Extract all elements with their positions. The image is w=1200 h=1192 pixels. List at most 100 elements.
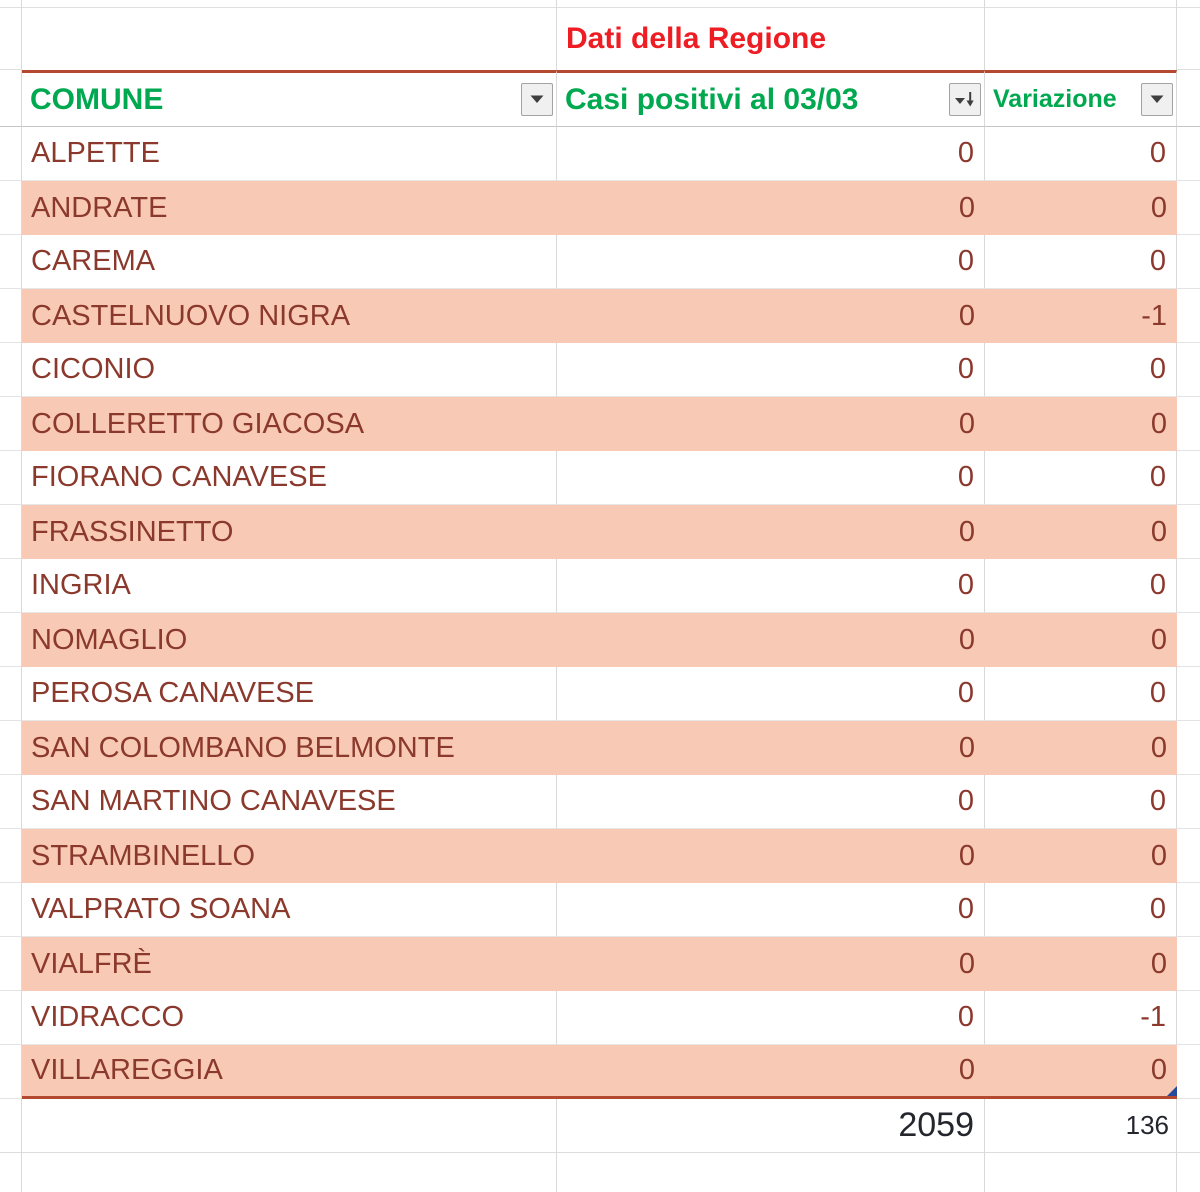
- table-row: NOMAGLIO 0 0: [0, 613, 1200, 667]
- table-row: FIORANO CANAVESE 0 0: [0, 451, 1200, 505]
- cell-comune[interactable]: FIORANO CANAVESE: [22, 451, 557, 505]
- table-row: VIDRACCO 0 -1: [0, 991, 1200, 1045]
- cell-variazione[interactable]: 0: [985, 505, 1177, 559]
- cell-comune[interactable]: SAN MARTINO CANAVESE: [22, 775, 557, 829]
- header-cell-casi[interactable]: Casi positivi al 03/03: [557, 70, 985, 127]
- cell-comune[interactable]: VIDRACCO: [22, 991, 557, 1045]
- cell-comune[interactable]: FRASSINETTO: [22, 505, 557, 559]
- bottom-partial-row: [0, 1153, 1200, 1192]
- cell-variazione[interactable]: 0: [985, 721, 1177, 775]
- table-row: SAN COLOMBANO BELMONTE 0 0: [0, 721, 1200, 775]
- cell-comune[interactable]: STRAMBINELLO: [22, 829, 557, 883]
- table-row: CASTELNUOVO NIGRA 0 -1: [0, 289, 1200, 343]
- top-partial-row: [0, 0, 1200, 8]
- cell-comune[interactable]: PEROSA CANAVESE: [22, 667, 557, 721]
- cell-casi[interactable]: 0: [557, 829, 985, 883]
- table-row: ALPETTE 0 0: [0, 127, 1200, 181]
- filter-dropdown-icon: [530, 95, 544, 103]
- cell-variazione[interactable]: -1: [985, 991, 1177, 1045]
- table-row: STRAMBINELLO 0 0: [0, 829, 1200, 883]
- cell-casi[interactable]: 0: [557, 883, 985, 937]
- title-row: Dati della Regione: [0, 8, 1200, 70]
- cell-casi[interactable]: 0: [557, 451, 985, 505]
- cell-variazione[interactable]: 0: [985, 883, 1177, 937]
- cell-variazione[interactable]: 0: [985, 127, 1177, 181]
- header-label-comune: COMUNE: [30, 82, 164, 116]
- cell-comune[interactable]: ALPETTE: [22, 127, 557, 181]
- table-row: SAN MARTINO CANAVESE 0 0: [0, 775, 1200, 829]
- cell-casi[interactable]: 0: [557, 991, 985, 1045]
- cell-variazione[interactable]: 0: [985, 235, 1177, 289]
- cell-variazione[interactable]: 0: [985, 397, 1177, 451]
- cell-comune[interactable]: ANDRATE: [22, 181, 557, 235]
- header-label-variazione: Variazione: [993, 85, 1117, 113]
- table-row: VALPRATO SOANA 0 0: [0, 883, 1200, 937]
- cell-casi[interactable]: 0: [557, 289, 985, 343]
- total-casi-value: 2059: [898, 1106, 974, 1144]
- cell-comune[interactable]: VALPRATO SOANA: [22, 883, 557, 937]
- cell-casi[interactable]: 0: [557, 235, 985, 289]
- cell-casi[interactable]: 0: [557, 397, 985, 451]
- empty-cell[interactable]: [22, 1099, 557, 1153]
- table-row: ANDRATE 0 0: [0, 181, 1200, 235]
- cell-casi[interactable]: 0: [557, 559, 985, 613]
- table-row: FRASSINETTO 0 0: [0, 505, 1200, 559]
- cell-comune[interactable]: SAN COLOMBANO BELMONTE: [22, 721, 557, 775]
- total-variazione-value: 136: [1125, 1110, 1169, 1140]
- table-row: INGRIA 0 0: [0, 559, 1200, 613]
- cell-variazione[interactable]: 0: [985, 829, 1177, 883]
- cell-variazione[interactable]: 0: [985, 613, 1177, 667]
- cell-casi[interactable]: 0: [557, 721, 985, 775]
- cell-casi[interactable]: 0: [557, 181, 985, 235]
- total-casi-cell[interactable]: 2059: [557, 1099, 985, 1153]
- header-cell-comune[interactable]: COMUNE: [22, 70, 557, 127]
- empty-cell[interactable]: [985, 8, 1177, 70]
- cell-casi[interactable]: 0: [557, 127, 985, 181]
- cell-comune[interactable]: VIALFRÈ: [22, 937, 557, 991]
- cell-casi[interactable]: 0: [557, 1045, 985, 1099]
- table-row: PEROSA CANAVESE 0 0: [0, 667, 1200, 721]
- variazione-filter-button[interactable]: [1141, 83, 1173, 116]
- empty-cell[interactable]: [22, 8, 557, 70]
- cell-casi[interactable]: 0: [557, 937, 985, 991]
- header-label-casi: Casi positivi al 03/03: [565, 82, 859, 116]
- cell-comune[interactable]: COLLERETTO GIACOSA: [22, 397, 557, 451]
- cell-comune[interactable]: CAREMA: [22, 235, 557, 289]
- cell-variazione[interactable]: 0: [985, 937, 1177, 991]
- cell-variazione[interactable]: 0: [985, 451, 1177, 505]
- header-cell-variazione[interactable]: Variazione: [985, 70, 1177, 127]
- region-title: Dati della Regione: [566, 22, 827, 55]
- cell-casi[interactable]: 0: [557, 613, 985, 667]
- cell-variazione[interactable]: 0: [985, 667, 1177, 721]
- cell-variazione[interactable]: 0: [985, 775, 1177, 829]
- table-rows: ALPETTE 0 0 ANDRATE 0 0 CAREMA 0 0: [0, 127, 1200, 1099]
- cell-casi[interactable]: 0: [557, 775, 985, 829]
- filter-dropdown-icon: [1150, 95, 1164, 103]
- cell-variazione[interactable]: 0: [985, 343, 1177, 397]
- table-resize-handle[interactable]: [1167, 1086, 1177, 1096]
- table-row: VIALFRÈ 0 0: [0, 937, 1200, 991]
- table-row: COLLERETTO GIACOSA 0 0: [0, 397, 1200, 451]
- cell-comune[interactable]: VILLAREGGIA: [22, 1045, 557, 1099]
- cell-variazione[interactable]: -1: [985, 289, 1177, 343]
- region-title-cell[interactable]: Dati della Regione: [557, 8, 985, 70]
- cell-comune[interactable]: NOMAGLIO: [22, 613, 557, 667]
- table-row: VILLAREGGIA 0 0: [0, 1045, 1200, 1099]
- cell-variazione[interactable]: 0: [985, 1045, 1177, 1099]
- total-variazione-cell[interactable]: 136: [985, 1099, 1177, 1153]
- cell-variazione[interactable]: 0: [985, 559, 1177, 613]
- casi-filter-sorted-button[interactable]: [949, 83, 981, 116]
- cell-comune[interactable]: CASTELNUOVO NIGRA: [22, 289, 557, 343]
- cell-casi[interactable]: 0: [557, 667, 985, 721]
- cell-comune[interactable]: CICONIO: [22, 343, 557, 397]
- table-header-row: COMUNE Casi positivi al 03/03 Variazione: [0, 70, 1200, 127]
- cell-casi[interactable]: 0: [557, 505, 985, 559]
- table-row: CAREMA 0 0: [0, 235, 1200, 289]
- cell-variazione[interactable]: 0: [985, 181, 1177, 235]
- cell-comune[interactable]: INGRIA: [22, 559, 557, 613]
- cell-casi[interactable]: 0: [557, 343, 985, 397]
- comune-filter-button[interactable]: [521, 83, 553, 116]
- filter-sorted-descending-icon: [955, 92, 974, 107]
- totals-row: 2059 136: [0, 1099, 1200, 1153]
